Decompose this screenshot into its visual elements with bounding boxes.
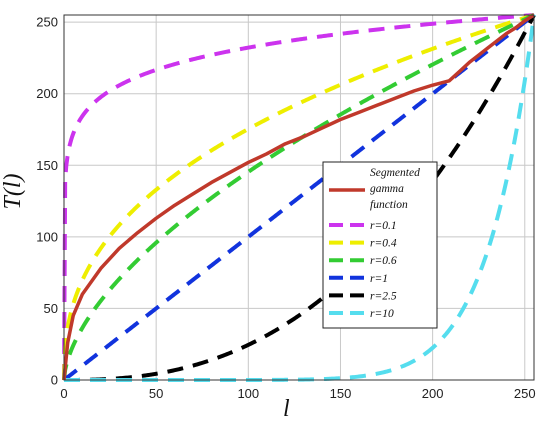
legend-label: r=1 bbox=[370, 273, 388, 285]
legend-label: r=2.5 bbox=[370, 290, 397, 302]
x-tick-label: 0 bbox=[60, 386, 67, 401]
legend-label: r=0.1 bbox=[370, 220, 397, 232]
series-line-r-0-4 bbox=[62, 13, 535, 381]
y-tick-label: 200 bbox=[36, 86, 58, 101]
legend-label: r=0.4 bbox=[370, 238, 397, 250]
series-line-r-0-1 bbox=[62, 13, 535, 381]
x-tick-label: 100 bbox=[237, 386, 259, 401]
y-axis-title: T(l) bbox=[0, 173, 26, 209]
y-tick-label: 150 bbox=[36, 158, 58, 173]
x-tick-label: 250 bbox=[514, 386, 536, 401]
series-line-segmented-gamma-function bbox=[62, 13, 535, 381]
x-tick-label: 150 bbox=[330, 386, 352, 401]
legend-label: r=0.6 bbox=[370, 255, 397, 267]
x-tick-label: 50 bbox=[149, 386, 163, 401]
y-tick-label: 100 bbox=[36, 229, 58, 244]
x-tick-label: 200 bbox=[422, 386, 444, 401]
legend-label: Segmented gamma function bbox=[370, 167, 420, 211]
y-tick-label: 0 bbox=[51, 373, 58, 388]
plot-frame bbox=[63, 14, 535, 381]
legend: Segmented gamma function r=0.1 r=0.4 r=0.6 r=1… bbox=[322, 161, 438, 329]
y-tick-label: 250 bbox=[36, 15, 58, 30]
series-line-r-2-5 bbox=[63, 14, 536, 382]
tick-labels: 0 50 100 150 200 250 0 50 100 150 200 250 bbox=[36, 15, 535, 401]
x-axis-title: l bbox=[283, 396, 290, 422]
series-layer bbox=[62, 13, 536, 382]
y-tick-label: 50 bbox=[44, 301, 58, 316]
legend-label: r=10 bbox=[370, 308, 394, 320]
